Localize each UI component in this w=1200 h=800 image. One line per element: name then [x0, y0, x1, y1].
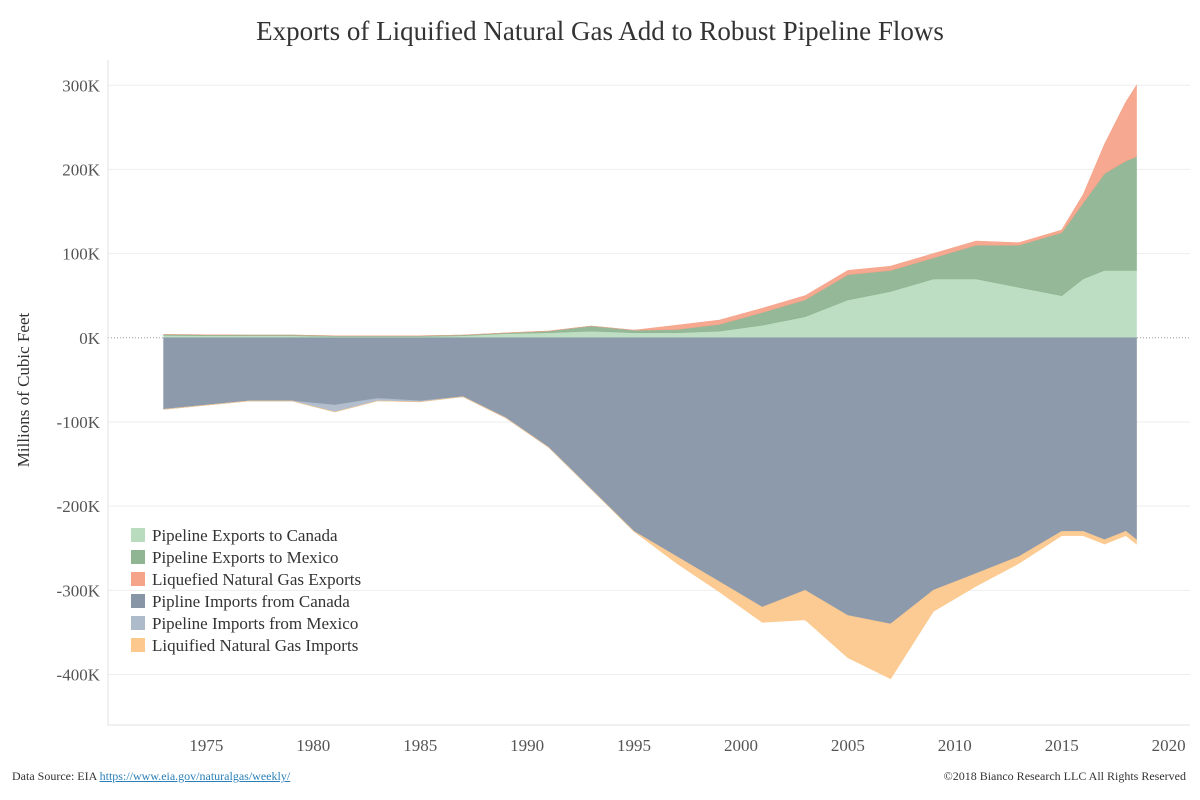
- legend-label: Liquefied Natural Gas Exports: [152, 570, 361, 589]
- legend-item: Pipeline Imports from Mexico: [131, 614, 358, 633]
- legend-swatch: [131, 616, 145, 630]
- y-tick-label: -100K: [57, 413, 101, 432]
- x-tick-label: 1990: [510, 736, 544, 755]
- area-layer: [163, 84, 1137, 680]
- x-tick-label: 1980: [296, 736, 330, 755]
- y-tick-label: -200K: [57, 497, 101, 516]
- legend-item: Pipeline Exports to Mexico: [131, 548, 339, 567]
- legend-item: Pipeline Exports to Canada: [131, 526, 338, 545]
- y-tick-label: 200K: [62, 160, 101, 179]
- footer-source: Data Source: EIA https://www.eia.gov/nat…: [12, 769, 290, 784]
- x-tick-label: 2015: [1045, 736, 1079, 755]
- footer-copyright: ©2018 Bianco Research LLC All Rights Res…: [943, 769, 1186, 783]
- series-area-liquified-natural-gas-imports: [163, 396, 1137, 680]
- legend-label: Liquified Natural Gas Imports: [152, 636, 358, 655]
- legend-label: Pipline Imports from Canada: [152, 592, 350, 611]
- legend-label: Pipeline Imports from Mexico: [152, 614, 358, 633]
- legend: Pipeline Exports to Canada Pipeline Expor…: [131, 526, 361, 655]
- y-tick-label: 0K: [79, 329, 101, 348]
- legend-item: Liquified Natural Gas Imports: [131, 636, 358, 655]
- legend-swatch: [131, 638, 145, 652]
- x-tick-label: 1985: [403, 736, 437, 755]
- y-tick-label: -300K: [57, 581, 101, 600]
- chart-title: Exports of Liquified Natural Gas Add to …: [256, 16, 944, 46]
- x-tick-label: 2005: [831, 736, 865, 755]
- y-tick-label: -400K: [57, 665, 101, 684]
- legend-swatch: [131, 594, 145, 608]
- x-tick-label: 1975: [189, 736, 223, 755]
- legend-swatch: [131, 550, 145, 564]
- source-link[interactable]: https://www.eia.gov/naturalgas/weekly/: [99, 769, 291, 783]
- legend-label: Pipeline Exports to Mexico: [152, 548, 339, 567]
- x-tick-label: 1995: [617, 736, 651, 755]
- legend-item: Liquefied Natural Gas Exports: [131, 570, 361, 589]
- legend-item: Pipline Imports from Canada: [131, 592, 350, 611]
- axis-layer: 300K 200K 100K 0K -100K -200K -300K -400K 1975 19…: [57, 60, 1190, 755]
- legend-swatch: [131, 528, 145, 542]
- x-tick-label: 2000: [724, 736, 758, 755]
- y-tick-label: 100K: [62, 245, 101, 264]
- source-prefix: Data Source: EIA: [12, 769, 97, 783]
- y-axis-title: Millions of Cubic Feet: [14, 313, 33, 468]
- legend-swatch: [131, 572, 145, 586]
- x-tick-label: 2010: [938, 736, 972, 755]
- y-tick-label: 300K: [62, 76, 101, 95]
- x-tick-label: 2020: [1152, 736, 1186, 755]
- series-area-liquefied-natural-gas-exports: [163, 84, 1137, 337]
- legend-label: Pipeline Exports to Canada: [152, 526, 338, 545]
